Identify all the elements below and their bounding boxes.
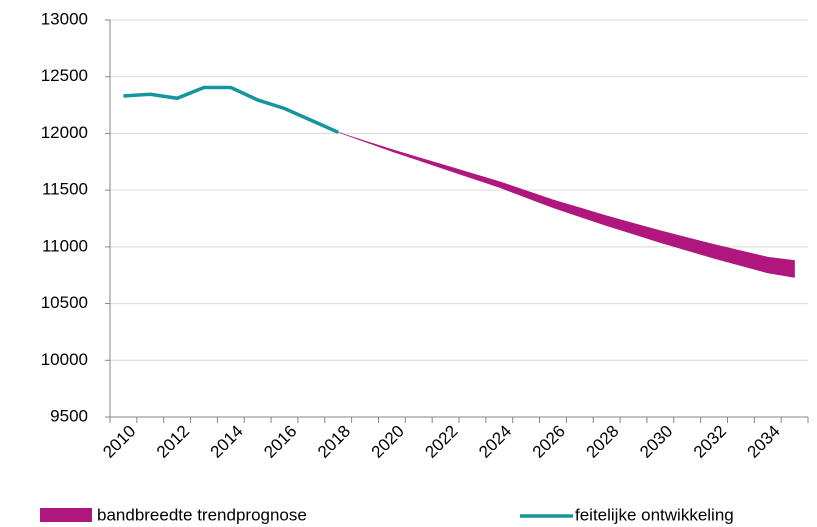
x-tick-label: 2034: [744, 422, 784, 462]
x-tick-label: 2010: [99, 422, 139, 462]
x-tick-label: 2026: [529, 422, 569, 462]
x-tick-label: 2020: [368, 422, 408, 462]
forecast-band: [338, 132, 795, 278]
legend-swatch: [40, 508, 92, 522]
x-tick-label: 2022: [421, 422, 461, 462]
y-tick-label: 11500: [42, 180, 88, 199]
y-tick-label: 11000: [42, 236, 88, 255]
actual-line: [123, 85, 339, 134]
y-tick-label: 9500: [50, 406, 88, 425]
y-tick-label: 13000: [41, 9, 88, 28]
x-tick-label: 2016: [260, 422, 300, 462]
x-tick-label: 2024: [475, 422, 515, 462]
y-tick-label: 12000: [41, 123, 88, 142]
y-tick-label: 10500: [41, 293, 88, 312]
x-tick-label: 2032: [690, 422, 730, 462]
x-tick-label: 2014: [207, 422, 247, 462]
x-tick-label: 2030: [636, 422, 676, 462]
legend-label: feitelijke ontwikkeling: [575, 505, 734, 524]
legend-label: bandbreedte trendprognose: [97, 505, 307, 524]
x-tick-label: 2018: [314, 422, 354, 462]
x-tick-label: 2012: [153, 422, 193, 462]
x-tick-label: 2028: [582, 422, 622, 462]
y-tick-label: 12500: [41, 66, 88, 85]
y-tick-label: 10000: [41, 350, 88, 369]
